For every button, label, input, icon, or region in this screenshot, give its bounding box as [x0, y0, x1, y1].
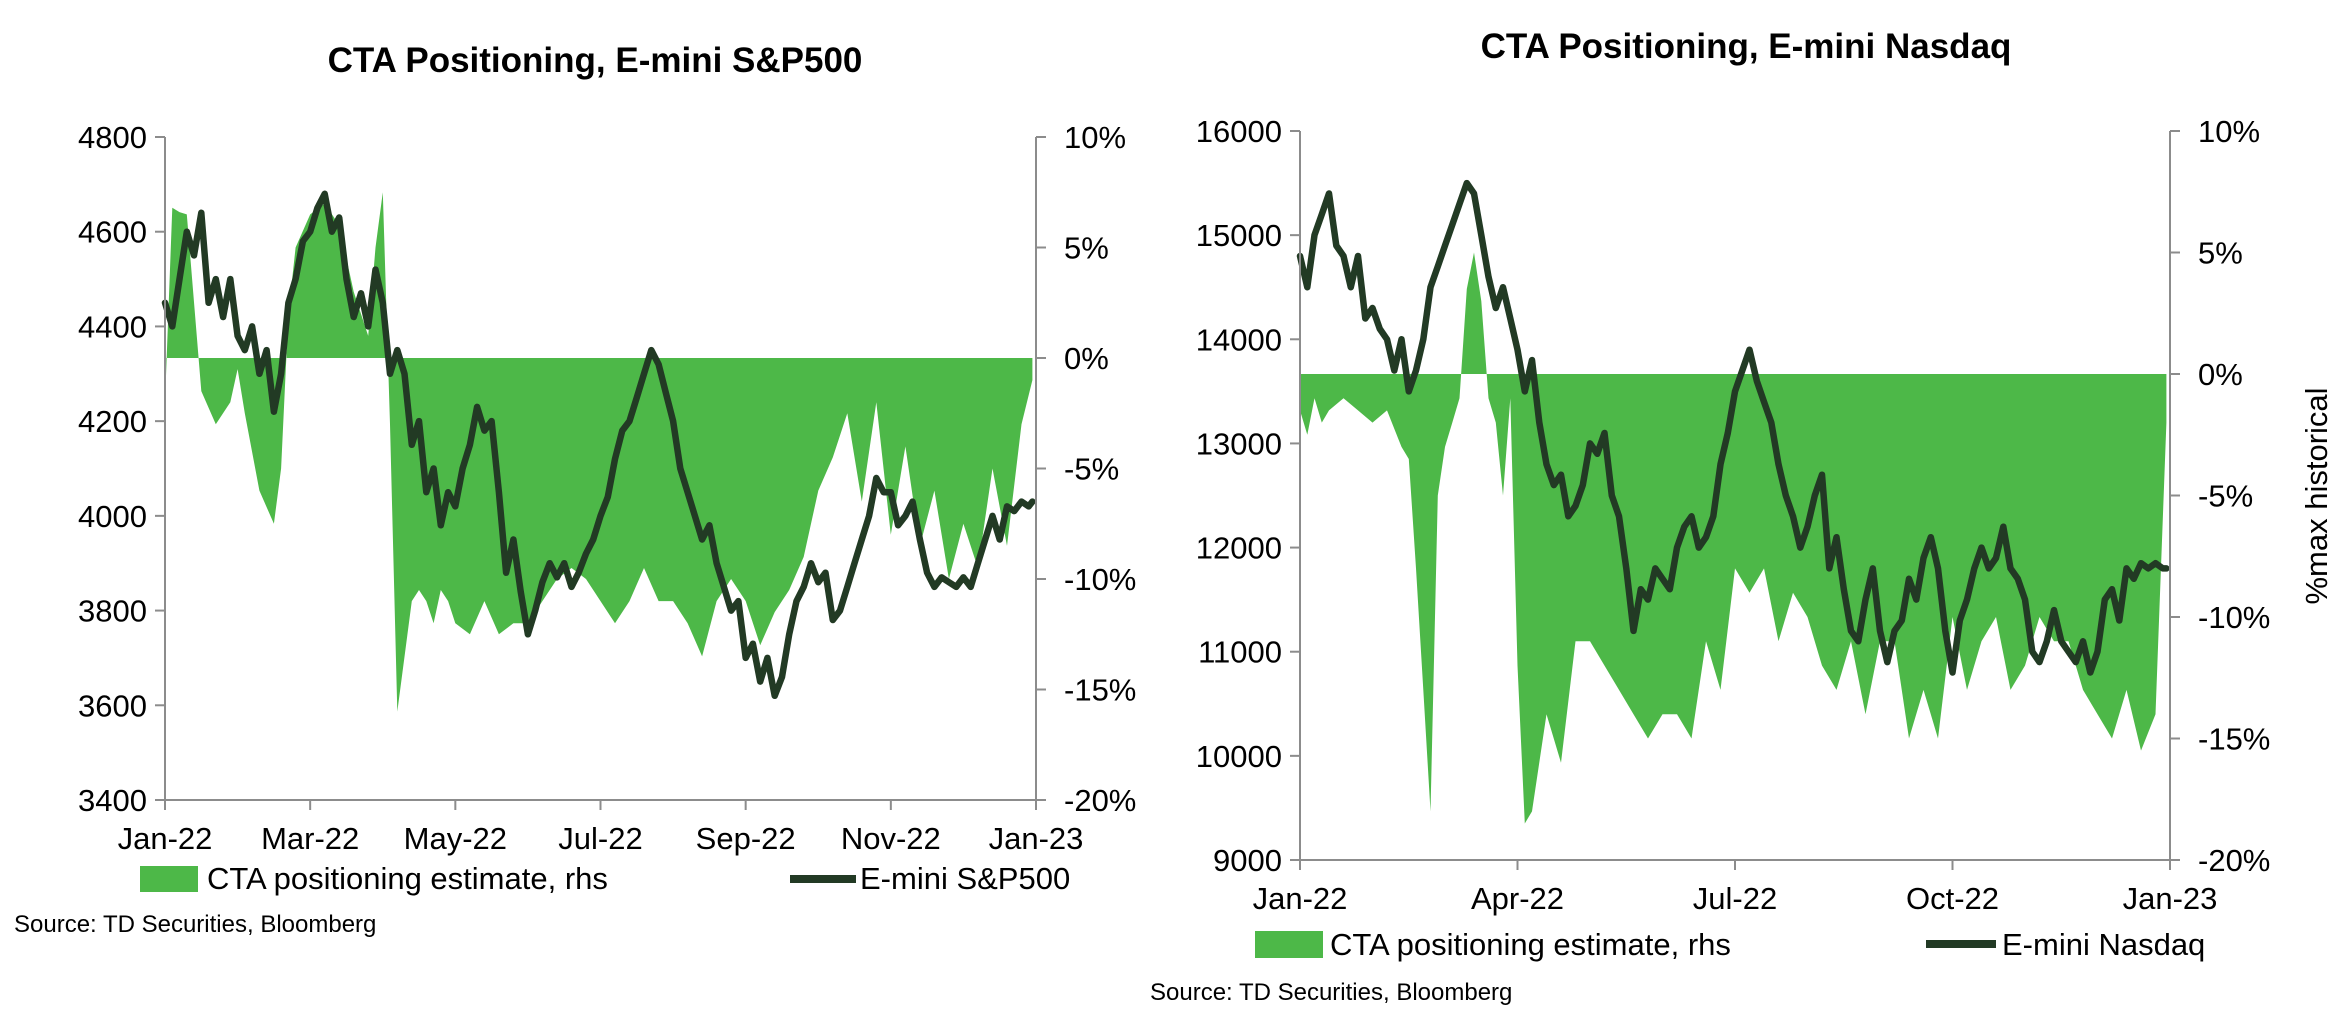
- right-axis-tick-label: -20%: [2198, 843, 2270, 878]
- x-axis-tick-label: Nov-22: [841, 821, 941, 856]
- legend-line-label: E-mini S&P500: [860, 861, 1070, 896]
- x-axis-tick-label: Apr-22: [1471, 881, 1564, 916]
- left-axis-tick-label: 16000: [1196, 114, 1282, 149]
- left-axis-tick-label: 12000: [1196, 531, 1282, 566]
- right-axis-tick-label: 5%: [1064, 231, 1109, 266]
- legend-line-swatch: [790, 875, 856, 883]
- right-axis-tick-label: -10%: [2198, 600, 2270, 635]
- cta-positioning-area: [1300, 252, 2167, 824]
- right-axis-tick-label: -20%: [1064, 783, 1136, 818]
- x-axis-tick-label: Jan-22: [118, 821, 213, 856]
- right-axis-tick-label: -15%: [2198, 722, 2270, 757]
- right-axis-tick-label: 10%: [1064, 120, 1126, 155]
- line-series-layer: [161, 190, 1036, 700]
- left-axis-tick-label: 4800: [78, 120, 147, 155]
- legend-area-label: CTA positioning estimate, rhs: [207, 861, 608, 896]
- legend-line-label: E-mini Nasdaq: [2002, 927, 2205, 962]
- x-axis-tick-label: Oct-22: [1906, 881, 1999, 916]
- x-axis-tick-label: Jul-22: [558, 821, 642, 856]
- left-axis-tick-label: 3800: [78, 594, 147, 629]
- left-axis-tick-label: 4400: [78, 309, 147, 344]
- legend: CTA positioning estimate, rhs E-mini S&P…: [140, 861, 1070, 896]
- x-axis-tick-label: Jul-22: [1693, 881, 1777, 916]
- source-note: Source: TD Securities, Bloomberg: [14, 911, 376, 938]
- x-axis-tick-label: May-22: [404, 821, 507, 856]
- left-axis-tick-label: 3400: [78, 783, 147, 818]
- left-axis-tick-label: 11000: [1198, 635, 1282, 670]
- left-axis-tick-label: 10000: [1196, 739, 1282, 774]
- legend-area-swatch: [1255, 931, 1323, 958]
- legend-area-swatch: [140, 866, 198, 892]
- chart-sp500: CTA Positioning, E-mini S&P500 340036003…: [14, 41, 1136, 938]
- left-axis-tick-label: 13000: [1196, 426, 1282, 461]
- x-axis-tick-label: Jan-22: [1253, 881, 1348, 916]
- left-axis-tick-label: 9000: [1213, 843, 1282, 878]
- left-axis-tick-label: 15000: [1196, 218, 1282, 253]
- legend-area-label: CTA positioning estimate, rhs: [1330, 927, 1731, 962]
- x-axis-tick-label: Mar-22: [261, 821, 359, 856]
- right-axis-title: %max historical: [2299, 387, 2334, 604]
- x-axis-tick-label: Sep-22: [696, 821, 796, 856]
- axes-layer: 3400 3600 3800 4000 4200 4400 4600 4800 -20% -15%…: [78, 120, 1136, 856]
- right-axis-tick-label: -5%: [2198, 479, 2253, 514]
- x-axis-tick-label: Jan-23: [989, 821, 1084, 856]
- chart-title: CTA Positioning, E-mini Nasdaq: [1481, 27, 2012, 66]
- right-axis-tick-label: -10%: [1064, 562, 1136, 597]
- right-axis-tick-label: 5%: [2198, 236, 2243, 271]
- right-axis-tick-label: -5%: [1064, 452, 1119, 487]
- source-note: Source: TD Securities, Bloomberg: [1150, 979, 1512, 1006]
- right-axis-tick-label: 10%: [2198, 114, 2260, 149]
- left-axis-tick-label: 4600: [78, 215, 147, 250]
- left-axis-tick-label: 4200: [78, 404, 147, 439]
- emini-price-line: [1296, 179, 2170, 676]
- left-axis-tick-label: 14000: [1196, 322, 1282, 357]
- chart-title: CTA Positioning, E-mini S&P500: [328, 41, 863, 80]
- right-axis-tick-label: -15%: [1064, 673, 1136, 708]
- right-axis-tick-label: 0%: [2198, 357, 2243, 392]
- chart-nasdaq: CTA Positioning, E-mini Nasdaq 9000 10000…: [1150, 27, 2334, 1006]
- left-axis-tick-label: 4000: [78, 499, 147, 534]
- line-series-layer: [1296, 179, 2170, 676]
- axes-layer: 9000 10000 11000 12000 13000 14000 15000 16000 -…: [1196, 114, 2271, 916]
- right-axis-tick-label: 0%: [1064, 341, 1109, 376]
- x-axis-tick-label: Jan-23: [2123, 881, 2218, 916]
- area-series-layer: [1300, 252, 2167, 824]
- legend: CTA positioning estimate, rhs E-mini Nas…: [1255, 927, 2205, 962]
- emini-price-line: [161, 190, 1036, 700]
- left-axis-tick-label: 3600: [78, 688, 147, 723]
- legend-line-swatch: [1926, 940, 1996, 948]
